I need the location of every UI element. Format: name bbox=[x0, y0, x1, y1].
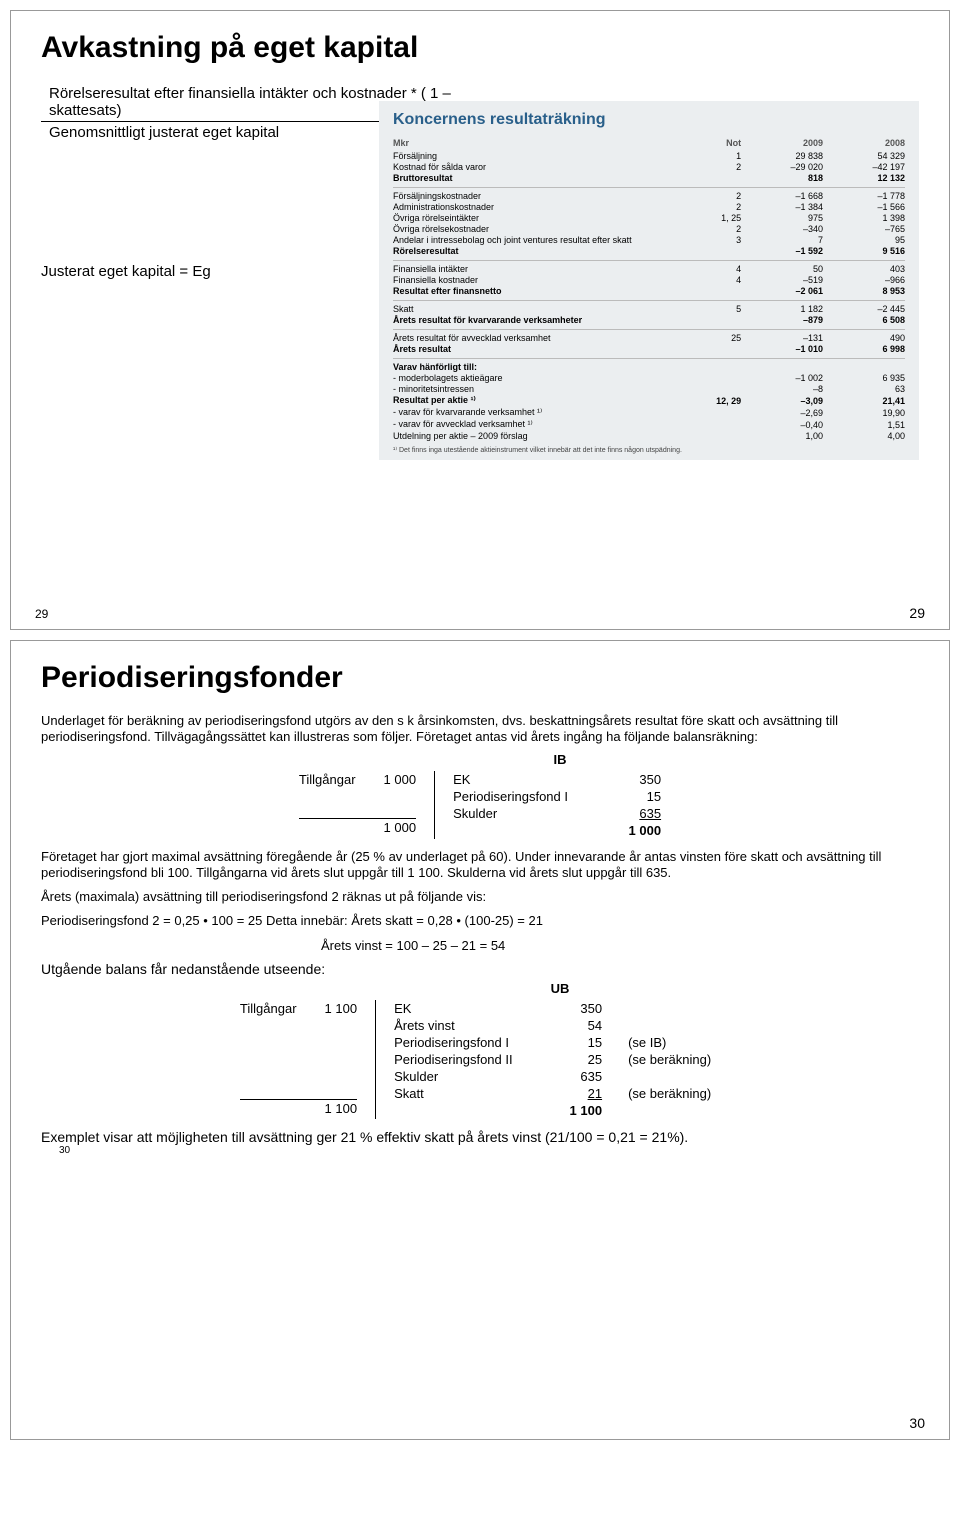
table-row: - varav för avvecklad verksamhet ¹⁾–0,40… bbox=[393, 419, 905, 431]
table-row: - minoritetsintressen–863 bbox=[393, 384, 905, 395]
income-table: Mkr Not 2009 2008 Försäljning129 83854 3… bbox=[393, 137, 905, 442]
intro-text: Underlaget för beräkning av periodiserin… bbox=[41, 713, 919, 746]
table-row: Finansiella kostnader4–519–966 bbox=[393, 275, 905, 286]
ib-label: IB bbox=[41, 752, 919, 767]
ub-left: Tillgångar1 100 1 100 bbox=[222, 1000, 376, 1119]
ub-balance: Tillgångar1 100 1 100 EK350Årets vinst54… bbox=[41, 1000, 919, 1119]
ib-balance: Tillgångar1 000 1 000 EK350Periodisering… bbox=[41, 771, 919, 839]
table-row: Övriga rörelseintäkter1, 259751 398 bbox=[393, 213, 905, 224]
table-row: Försäljning129 83854 329 bbox=[393, 151, 905, 162]
slide-30: Periodiseringsfonder Underlaget för berä… bbox=[10, 640, 950, 1440]
para-2: Företaget har gjort maximal avsättning f… bbox=[41, 849, 919, 882]
table-row: Varav hänförligt till: bbox=[393, 362, 905, 373]
ub-label: UB bbox=[41, 981, 919, 996]
page-num-left-30: 30 bbox=[59, 1145, 919, 1156]
table-row: Finansiella intäkter450403 bbox=[393, 264, 905, 275]
slide-29: Avkastning på eget kapital Rörelseresult… bbox=[10, 10, 950, 630]
para-3: Årets (maximala) avsättning till periodi… bbox=[41, 889, 919, 905]
table-row: Skatt51 182–2 445 bbox=[393, 304, 905, 315]
example-footer: Exemplet visar att möjligheten till avsä… bbox=[41, 1129, 919, 1145]
ib-left: Tillgångar1 000 1 000 bbox=[281, 771, 435, 839]
footnote: ¹⁾ Det finns inga utestående aktieinstru… bbox=[393, 446, 905, 454]
table-row: Försäljningskostnader2–1 668–1 778 bbox=[393, 191, 905, 202]
table-row: Årets resultat för kvarvarande verksamhe… bbox=[393, 315, 905, 326]
table-row: - moderbolagets aktieägare–1 0026 935 bbox=[393, 373, 905, 384]
title-29: Avkastning på eget kapital bbox=[41, 31, 919, 65]
calc-line-1: Periodiseringsfond 2 = 0,25 • 100 = 25 D… bbox=[41, 913, 919, 929]
page-num-right-30: 30 bbox=[909, 1415, 925, 1431]
table-row: Resultat efter finansnetto–2 0618 953 bbox=[393, 286, 905, 297]
ub-caption: Utgående balans får nedanstående utseend… bbox=[41, 961, 919, 977]
table-row: Utdelning per aktie – 2009 förslag1,004,… bbox=[393, 431, 905, 442]
table-row: Kostnad för sålda varor2–29 020–42 197 bbox=[393, 162, 905, 173]
table-header: Mkr Not 2009 2008 bbox=[393, 137, 905, 151]
page-num-right-29: 29 bbox=[909, 605, 925, 621]
page-num-left-29: 29 bbox=[35, 607, 48, 621]
table-row: Administrationskostnader2–1 384–1 566 bbox=[393, 202, 905, 213]
pane-title: Koncernens resultaträkning bbox=[393, 111, 905, 129]
table-row: Andelar i intressebolag och joint ventur… bbox=[393, 235, 905, 246]
table-row: Resultat per aktie ¹⁾12, 29–3,0921,41 bbox=[393, 395, 905, 407]
calc-line-2: Årets vinst = 100 – 25 – 21 = 54 bbox=[41, 938, 919, 953]
table-row: Övriga rörelsekostnader2–340–765 bbox=[393, 224, 905, 235]
ib-right: EK350Periodiseringsfond I15Skulder6351 0… bbox=[435, 771, 679, 839]
table-row: Årets resultat för avvecklad verksamhet2… bbox=[393, 333, 905, 344]
title-30: Periodiseringsfonder bbox=[41, 661, 919, 695]
table-row: Årets resultat–1 0106 998 bbox=[393, 344, 905, 355]
table-row: - varav för kvarvarande verksamhet ¹⁾–2,… bbox=[393, 407, 905, 419]
table-row: Bruttoresultat81812 132 bbox=[393, 173, 905, 184]
income-statement-pane: Koncernens resultaträkning Mkr Not 2009 … bbox=[379, 101, 919, 460]
ub-right: EK350Årets vinst54Periodiseringsfond I15… bbox=[376, 1000, 738, 1119]
table-row: Rörelseresultat–1 5929 516 bbox=[393, 246, 905, 257]
